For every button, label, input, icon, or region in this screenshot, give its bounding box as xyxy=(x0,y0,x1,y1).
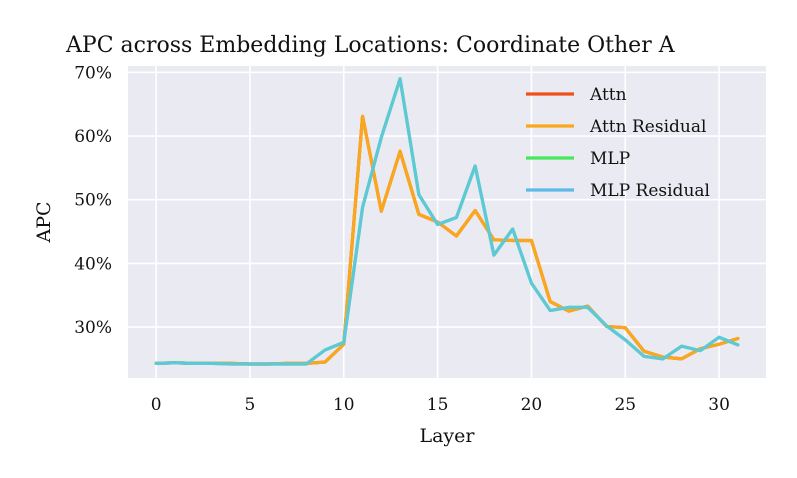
y-tick-label: 50% xyxy=(74,191,112,211)
x-tick-label: 5 xyxy=(245,395,256,415)
series-lines xyxy=(154,77,740,366)
chart-title: APC across Embedding Locations: Coordina… xyxy=(65,33,676,58)
y-tick-label: 60% xyxy=(74,127,112,147)
y-axis-label: APC xyxy=(33,201,55,243)
legend-label-mlp: MLP xyxy=(590,149,630,169)
legend-label-attn-residual: Attn Residual xyxy=(589,117,706,137)
x-tick-label: 10 xyxy=(333,395,355,415)
x-tick-label: 20 xyxy=(521,395,543,415)
x-axis-label: Layer xyxy=(419,425,475,447)
x-tick-label: 25 xyxy=(614,395,636,415)
series-line-mlp-residual xyxy=(154,77,740,366)
grid xyxy=(128,66,766,378)
legend-label-attn: Attn xyxy=(589,85,627,105)
tick-labels: 0 5 10 15 20 25 30 30% 40% 50% 60% 70% xyxy=(74,63,730,415)
x-tick-label: 30 xyxy=(708,395,730,415)
y-tick-label: 40% xyxy=(74,254,112,274)
y-tick-label: 70% xyxy=(74,63,112,83)
legend: Attn Attn Residual MLP MLP Residual xyxy=(526,85,710,201)
legend-label-mlp-residual: MLP Residual xyxy=(590,181,710,201)
x-tick-label: 0 xyxy=(151,395,162,415)
x-tick-label: 15 xyxy=(427,395,449,415)
y-tick-label: 30% xyxy=(74,318,112,338)
